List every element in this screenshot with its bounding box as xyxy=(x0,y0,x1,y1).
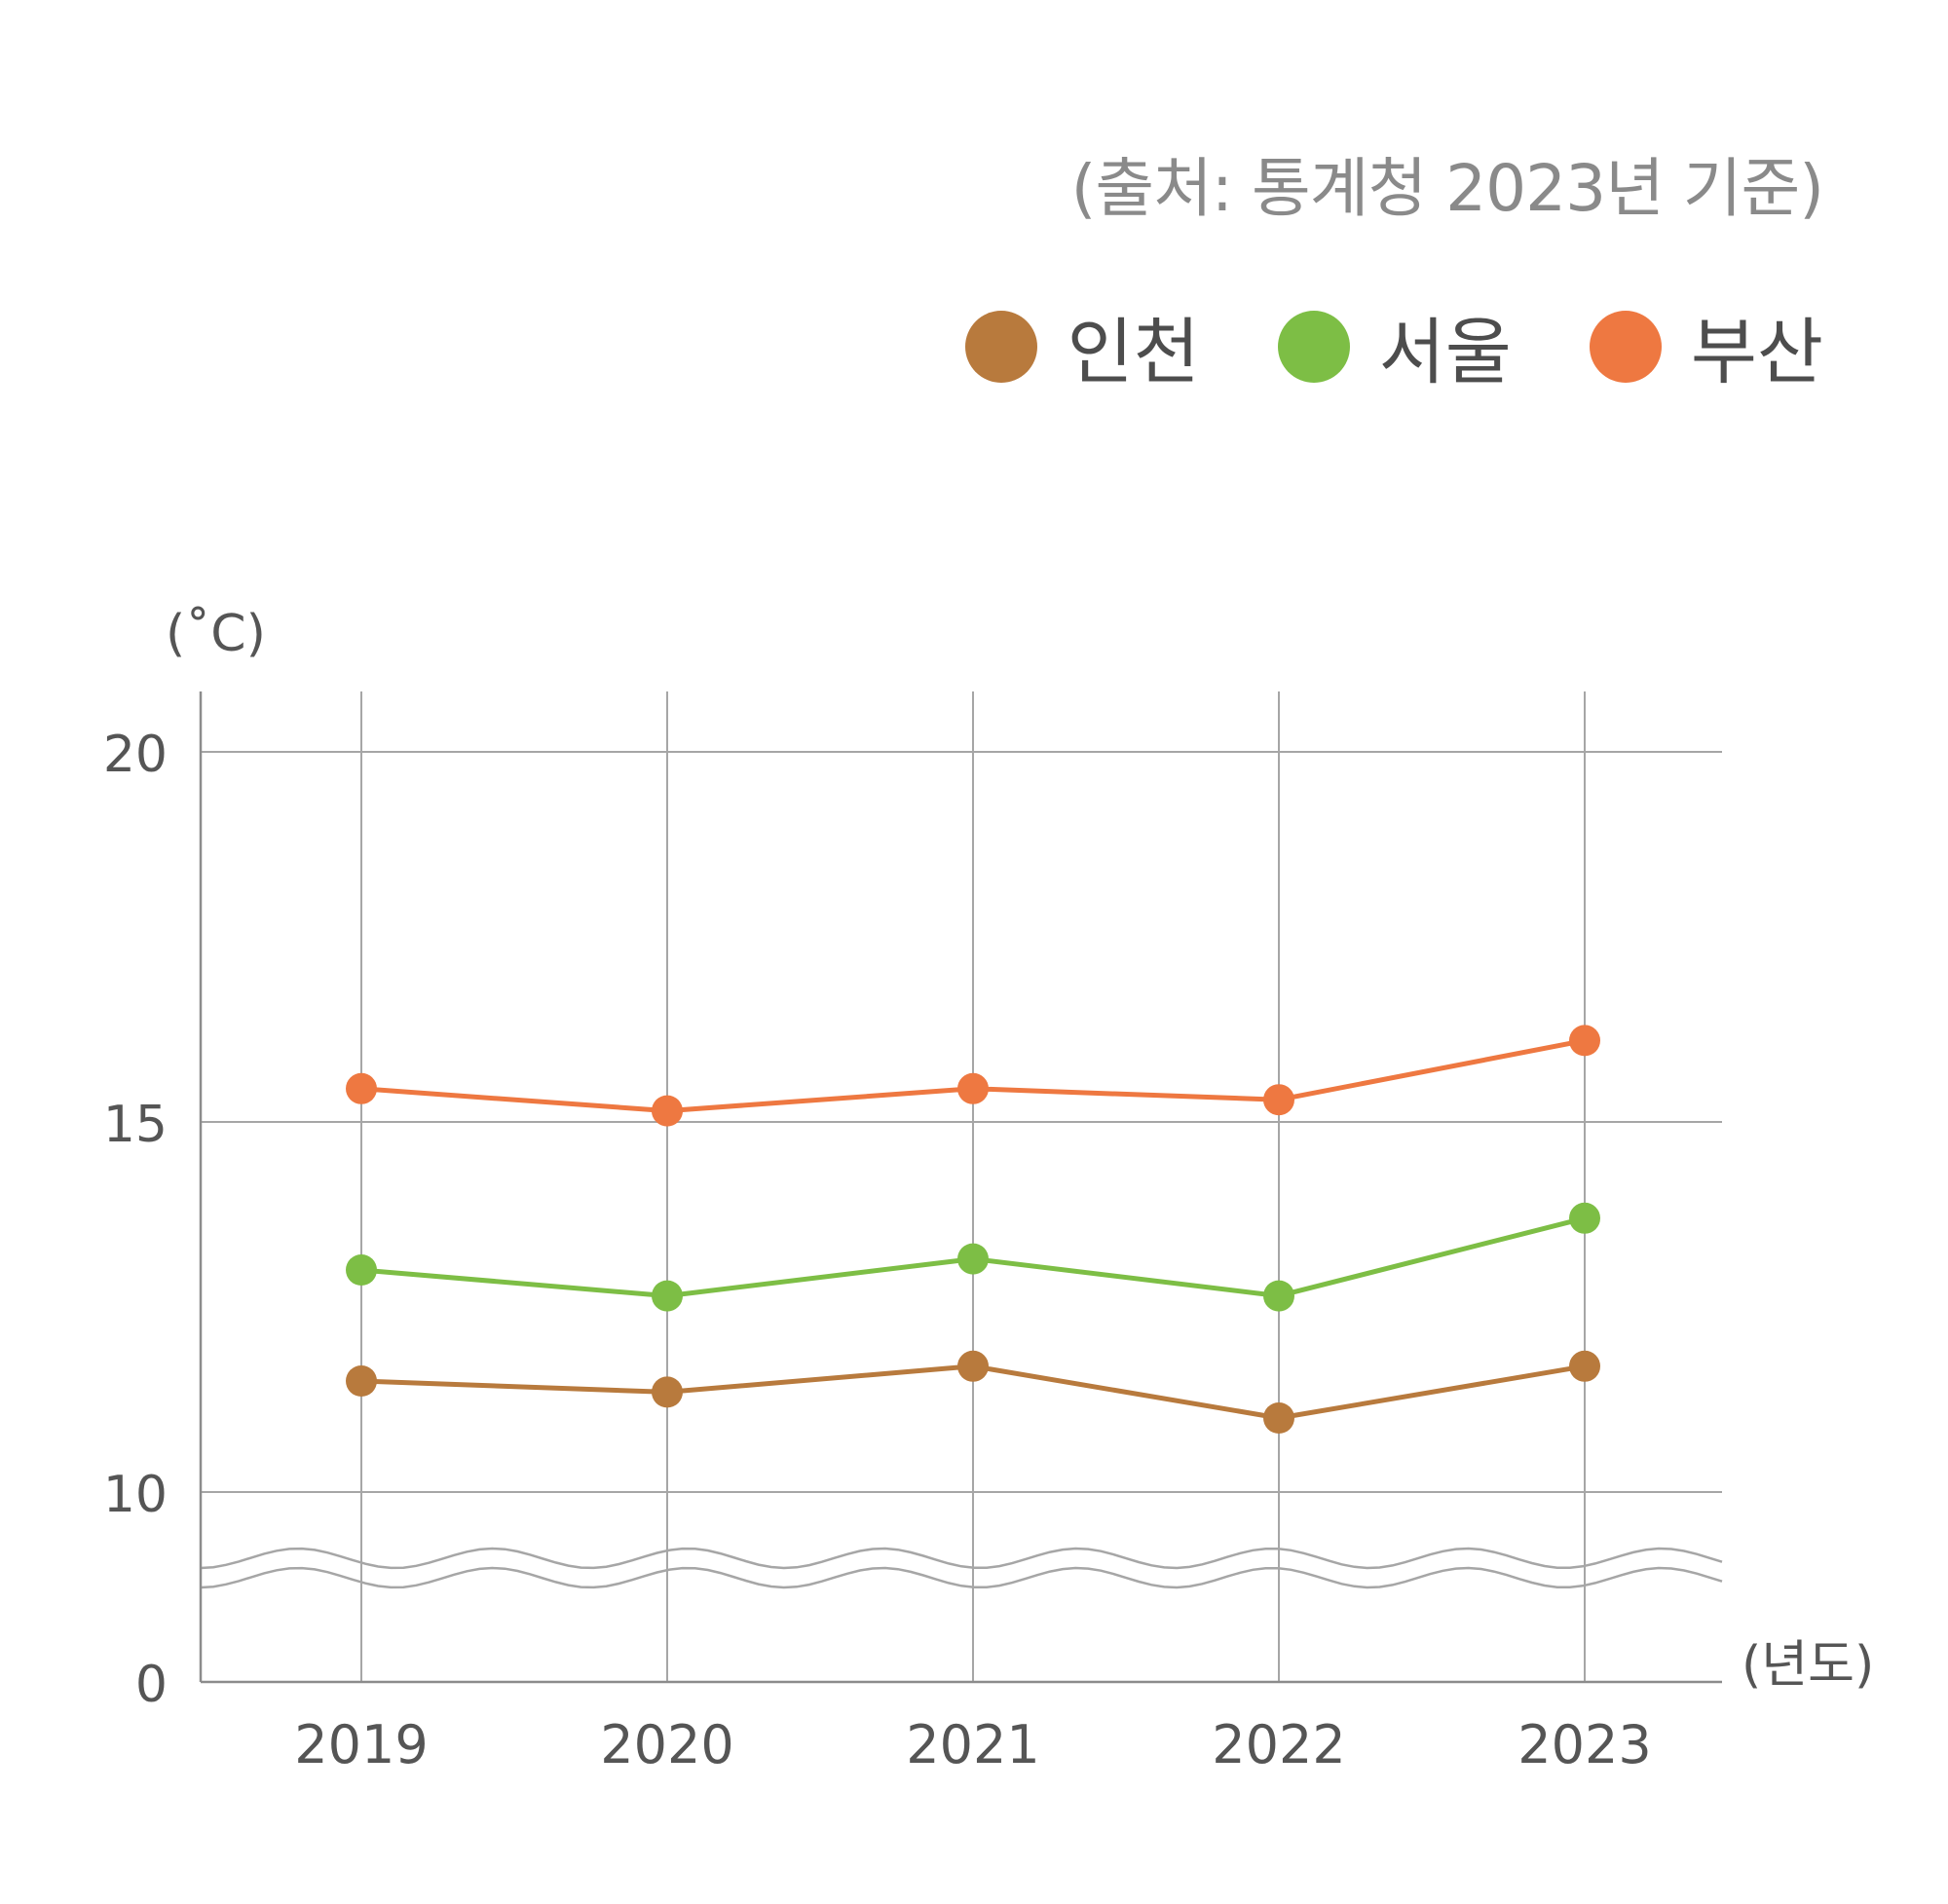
x-tick-label-2020: 2020 xyxy=(600,1714,733,1775)
legend-item-busan: 부산 xyxy=(1589,294,1823,398)
data-point-0-2023 xyxy=(1569,1350,1600,1382)
data-point-0-2022 xyxy=(1263,1402,1294,1434)
legend-item-seoul: 서울 xyxy=(1277,294,1512,398)
legend-label-incheon: 인천 xyxy=(1067,311,1200,394)
data-point-2-2023 xyxy=(1569,1025,1600,1057)
legend-swatch-seoul xyxy=(1277,310,1350,383)
data-point-2-2020 xyxy=(652,1095,683,1127)
data-point-2-2021 xyxy=(957,1072,989,1104)
data-point-2-2019 xyxy=(346,1072,377,1104)
legend: 인천 서울 부산 xyxy=(965,294,1823,398)
data-point-1-2023 xyxy=(1569,1202,1600,1234)
axis-break-mask xyxy=(201,1553,1722,1583)
y-unit-label: (˚C) xyxy=(166,605,266,663)
y-tick-label-10: 10 xyxy=(103,1466,168,1524)
x-tick-label-2023: 2023 xyxy=(1517,1714,1651,1775)
axis-break xyxy=(200,1539,1723,1597)
series-2 xyxy=(346,1025,1600,1127)
legend-label-seoul: 서울 xyxy=(1378,311,1512,394)
series-0 xyxy=(346,1350,1600,1434)
x-tick-label-2021: 2021 xyxy=(906,1714,1039,1775)
x-tick-label-2022: 2022 xyxy=(1212,1714,1345,1775)
axes: 0 10 15 20 2019 2020 2021 2022 2023 xyxy=(103,691,1722,1775)
legend-item-incheon: 인천 xyxy=(965,294,1200,398)
data-point-2-2022 xyxy=(1263,1084,1294,1116)
legend-label-busan: 부산 xyxy=(1690,311,1823,394)
series xyxy=(346,1025,1600,1434)
source-note: (출처: 통계청 2023년 기준) xyxy=(1070,151,1824,226)
axis-break-line-lower xyxy=(200,1566,1723,1589)
legend-swatch-incheon xyxy=(965,310,1038,383)
x-tick-label-2019: 2019 xyxy=(294,1714,428,1775)
axis-break-line-upper xyxy=(200,1547,1723,1570)
data-point-1-2022 xyxy=(1263,1280,1294,1312)
data-point-0-2019 xyxy=(346,1365,377,1397)
grid xyxy=(201,691,1722,1682)
y-tick-label-0: 0 xyxy=(135,1656,168,1714)
data-point-1-2019 xyxy=(346,1254,377,1286)
x-unit-label: (년도) xyxy=(1742,1636,1874,1695)
legend-swatch-busan xyxy=(1589,310,1662,383)
data-point-1-2020 xyxy=(652,1280,683,1312)
data-point-0-2020 xyxy=(652,1376,683,1408)
data-point-0-2021 xyxy=(957,1350,989,1382)
y-tick-label-20: 20 xyxy=(103,726,168,784)
y-tick-label-15: 15 xyxy=(103,1096,168,1154)
series-1 xyxy=(346,1202,1600,1312)
data-point-1-2021 xyxy=(957,1243,989,1275)
